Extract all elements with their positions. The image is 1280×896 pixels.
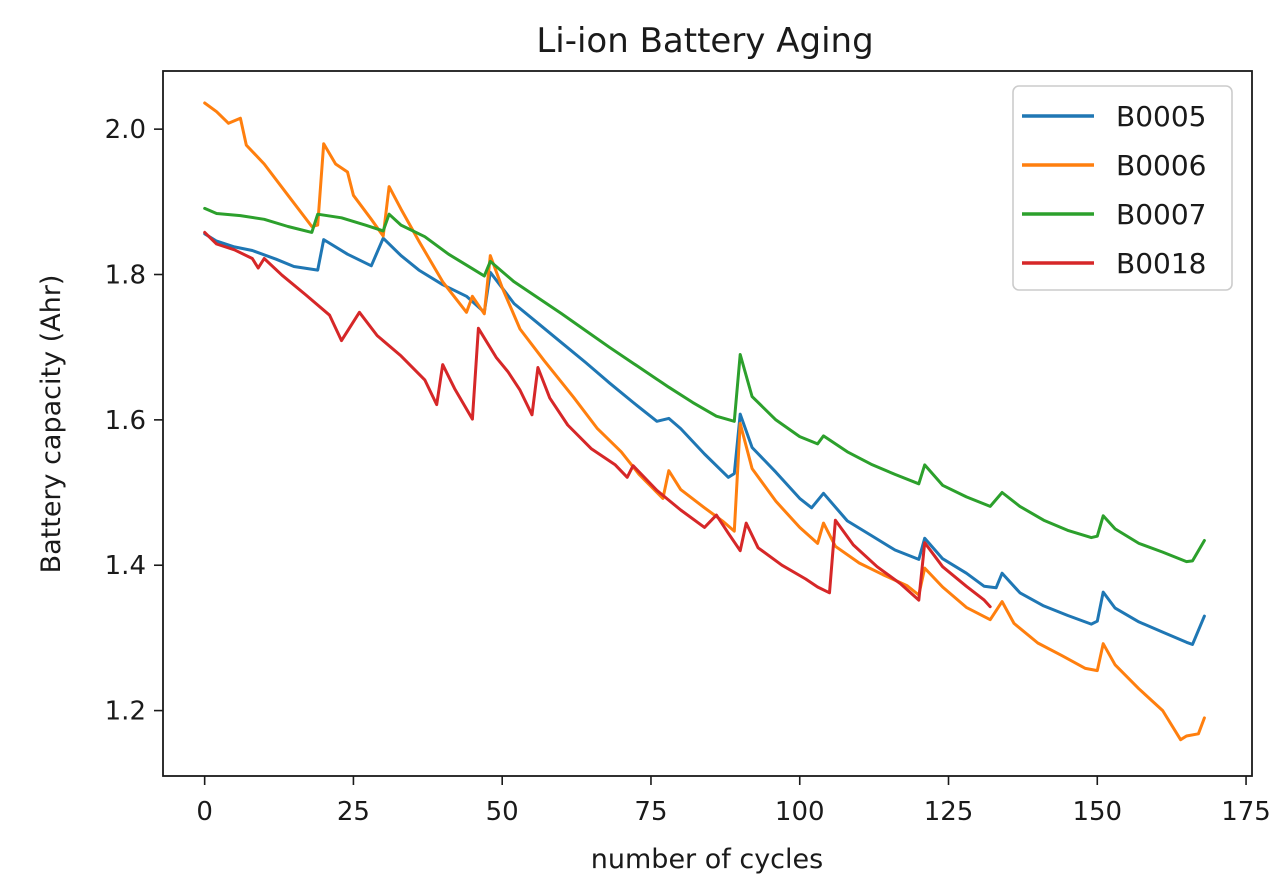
legend-box [1012, 85, 1233, 291]
series-line-b0005 [203, 232, 1206, 646]
x-tick-label: 100 [775, 797, 825, 827]
legend-item: B0006 [1022, 149, 1206, 182]
plot-area [162, 70, 1253, 777]
x-tick-label: 150 [1072, 797, 1122, 827]
legend-label: B0007 [1116, 198, 1206, 231]
y-axis-label: Battery capacity (Ahr) [36, 275, 67, 574]
x-axis: 0 25 50 75 100 125 150 175 [196, 776, 1271, 827]
x-tick-label: 75 [634, 797, 667, 827]
y-tick-label: 1.6 [105, 406, 146, 436]
legend: B0005 B0006 B0007 B0018 [1012, 85, 1233, 291]
series-layer [203, 101, 1206, 742]
legend-label: B0018 [1116, 247, 1206, 280]
series-line-b0007 [203, 206, 1206, 564]
y-tick-label: 2.0 [105, 115, 146, 145]
series-line-b0018 [203, 230, 992, 609]
chart-title: Li-ion Battery Aging [536, 21, 873, 61]
series-line-b0006 [203, 101, 1206, 742]
x-axis-label: number of cycles [591, 844, 823, 875]
y-tick-label: 1.2 [105, 697, 146, 727]
legend-item: B0007 [1022, 198, 1206, 231]
legend-label: B0005 [1116, 100, 1206, 133]
x-tick-label: 175 [1221, 797, 1271, 827]
plot-frame [162, 70, 1253, 777]
x-tick-label: 25 [337, 797, 370, 827]
legend-items: B0005 B0006 B0007 B0018 [1022, 100, 1206, 280]
legend-label: B0006 [1116, 149, 1206, 182]
y-tick-label: 1.8 [105, 261, 146, 291]
y-axis: 1.2 1.4 1.6 1.8 2.0 [105, 115, 163, 727]
x-tick-label: 50 [486, 797, 519, 827]
x-tick-label: 0 [196, 797, 213, 827]
legend-item: B0018 [1022, 247, 1206, 280]
x-tick-label: 125 [924, 797, 974, 827]
legend-item: B0005 [1022, 100, 1206, 133]
y-tick-label: 1.4 [105, 551, 146, 581]
